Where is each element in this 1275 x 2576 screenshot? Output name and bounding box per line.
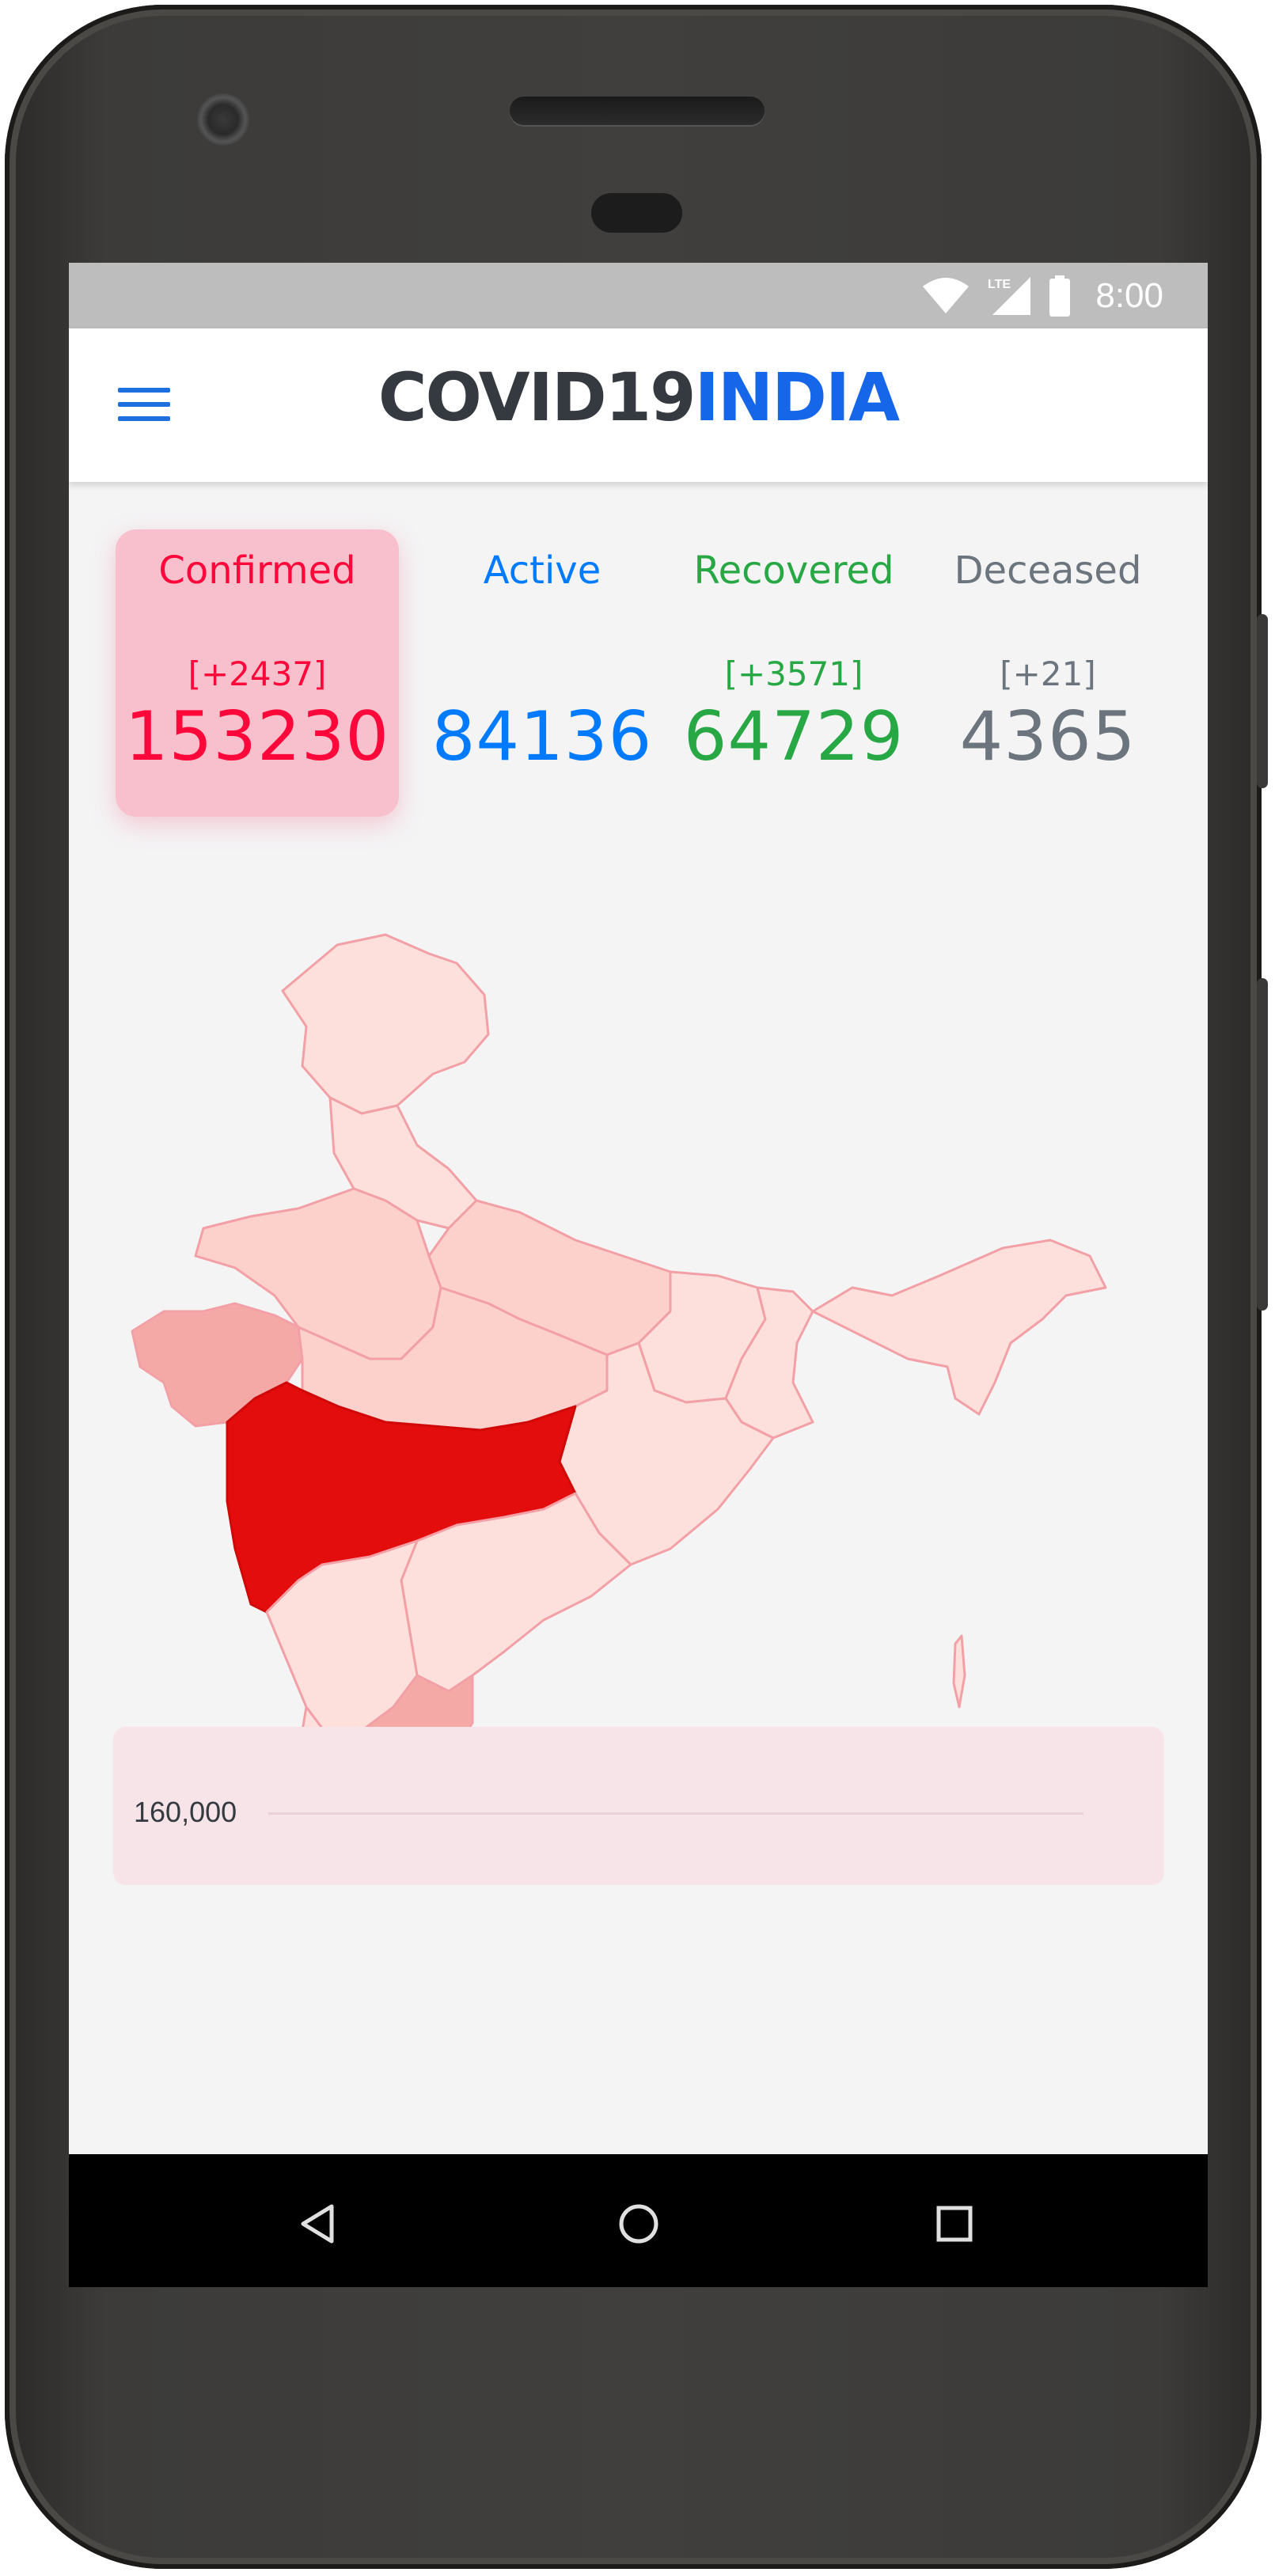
svg-text:LTE: LTE [988,278,1011,291]
home-icon[interactable] [617,2202,661,2246]
confirmed-value: 153230 [124,697,390,776]
recovered-stat[interactable]: Recovered [+3571] 64729 [663,529,924,776]
recovered-label: Recovered [693,548,894,593]
active-value: 84136 [431,697,653,776]
chart-gridline [268,1812,1083,1815]
recovered-delta: [+3571] [724,654,863,693]
recents-icon[interactable] [932,2202,977,2246]
app-bar: COVID19INDIA [69,328,1208,482]
hamburger-menu-icon[interactable] [118,388,170,426]
confirmed-stat[interactable]: Confirmed [+2437] 153230 [116,529,399,817]
active-label: Active [483,548,601,593]
deceased-stat[interactable]: Deceased [+21] 4365 [917,529,1178,776]
deceased-delta: [+21] [1000,654,1096,693]
speaker-grille [510,97,765,125]
chart-y-tick: 160,000 [134,1796,237,1828]
map-state-northeast[interactable] [811,1239,1107,1416]
map-islands [952,1634,966,1709]
confirmed-label: Confirmed [158,548,356,593]
recovered-value: 64729 [683,697,905,776]
phone-frame: LTE 8:00 COVID19INDIA Confirmed [+2437] … [5,5,1268,2569]
map-state-north[interactable] [281,933,490,1115]
status-bar: LTE 8:00 [69,263,1208,328]
deceased-value: 4365 [959,697,1136,776]
india-map [131,933,1107,1851]
active-stat[interactable]: Active 84136 [412,529,673,776]
active-delta [412,654,673,694]
confirmed-delta: [+2437] [188,654,327,693]
power-button [1257,614,1268,788]
earpiece [591,193,682,233]
app-title: COVID19INDIA [378,359,900,436]
cases-chart-card: 160,000 [113,1727,1164,1885]
map-state-wb[interactable] [724,1286,814,1440]
front-camera [197,93,249,146]
deceased-label: Deceased [954,548,1142,593]
status-time: 8:00 [1095,276,1163,315]
system-nav-bar [69,2154,1208,2287]
back-icon[interactable] [295,2202,340,2246]
screen: LTE 8:00 COVID19INDIA Confirmed [+2437] … [69,263,1208,2287]
volume-button [1257,978,1268,1311]
wifi-icon [923,278,970,313]
lte-signal-icon: LTE [988,277,1031,315]
battery-icon [1049,275,1071,317]
